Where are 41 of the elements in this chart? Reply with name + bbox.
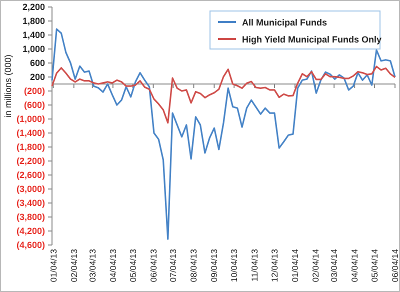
- line-series: [51, 66, 396, 124]
- y-tick-label: (2,200): [16, 156, 45, 166]
- y-tick-label: (4,200): [16, 226, 45, 236]
- y-tick-label: (3,800): [16, 212, 45, 222]
- y-axis-title: in millions (000): [3, 54, 13, 118]
- x-tick-label: 02/04/14: [310, 248, 321, 282]
- x-tick-label: 04/04/14: [350, 248, 360, 282]
- y-tick-label: (1,400): [16, 128, 45, 138]
- y-tick-label: 200: [30, 72, 45, 82]
- y-tick-label: (2,600): [16, 170, 45, 180]
- x-tick-label: 12/04/13: [269, 248, 280, 282]
- legend-label: All Municipal Funds: [242, 18, 327, 28]
- x-tick-label: 02/04/13: [68, 248, 79, 282]
- x-tick-label: 11/04/13: [250, 248, 260, 282]
- y-tick-label: (4,600): [16, 240, 45, 250]
- y-tick-label: 1,000: [22, 44, 45, 54]
- x-tick-label: 05/04/13: [128, 248, 138, 282]
- y-tick-label: 2,200: [22, 2, 45, 12]
- y-tick-label: (1,000): [16, 114, 45, 124]
- y-tick-label: (3,000): [16, 184, 45, 194]
- x-tick-label: 06/04/13: [148, 248, 158, 282]
- x-tick-label: 03/04/13: [87, 248, 98, 282]
- x-tick-label: 07/04/13: [168, 248, 178, 282]
- x-tick-label: 09/04/13: [209, 248, 220, 282]
- x-tick-label: 05/04/14: [369, 248, 380, 282]
- y-tick-label: 1,800: [22, 16, 45, 26]
- line-series: [51, 28, 396, 240]
- y-tick-label: 1,400: [22, 30, 45, 40]
- y-tick-label: (3,400): [16, 198, 45, 208]
- x-tick-label: 01/04/13: [48, 248, 58, 282]
- y-tick-label: (600): [24, 100, 45, 110]
- x-tick-label: 03/04/14: [329, 248, 340, 282]
- x-tick-label: 06/04/14: [390, 248, 400, 282]
- x-tick-label: 08/04/13: [188, 248, 199, 282]
- x-tick-label: 10/04/13: [229, 248, 240, 282]
- y-tick-label: (200): [24, 86, 45, 96]
- x-tick-label: 01/04/14: [290, 248, 300, 282]
- legend-label: High Yield Municipal Funds Only: [242, 34, 382, 44]
- x-tick-label: 04/04/13: [108, 248, 118, 282]
- y-tick-label: 600: [30, 58, 45, 68]
- y-tick-label: (1,800): [16, 142, 45, 152]
